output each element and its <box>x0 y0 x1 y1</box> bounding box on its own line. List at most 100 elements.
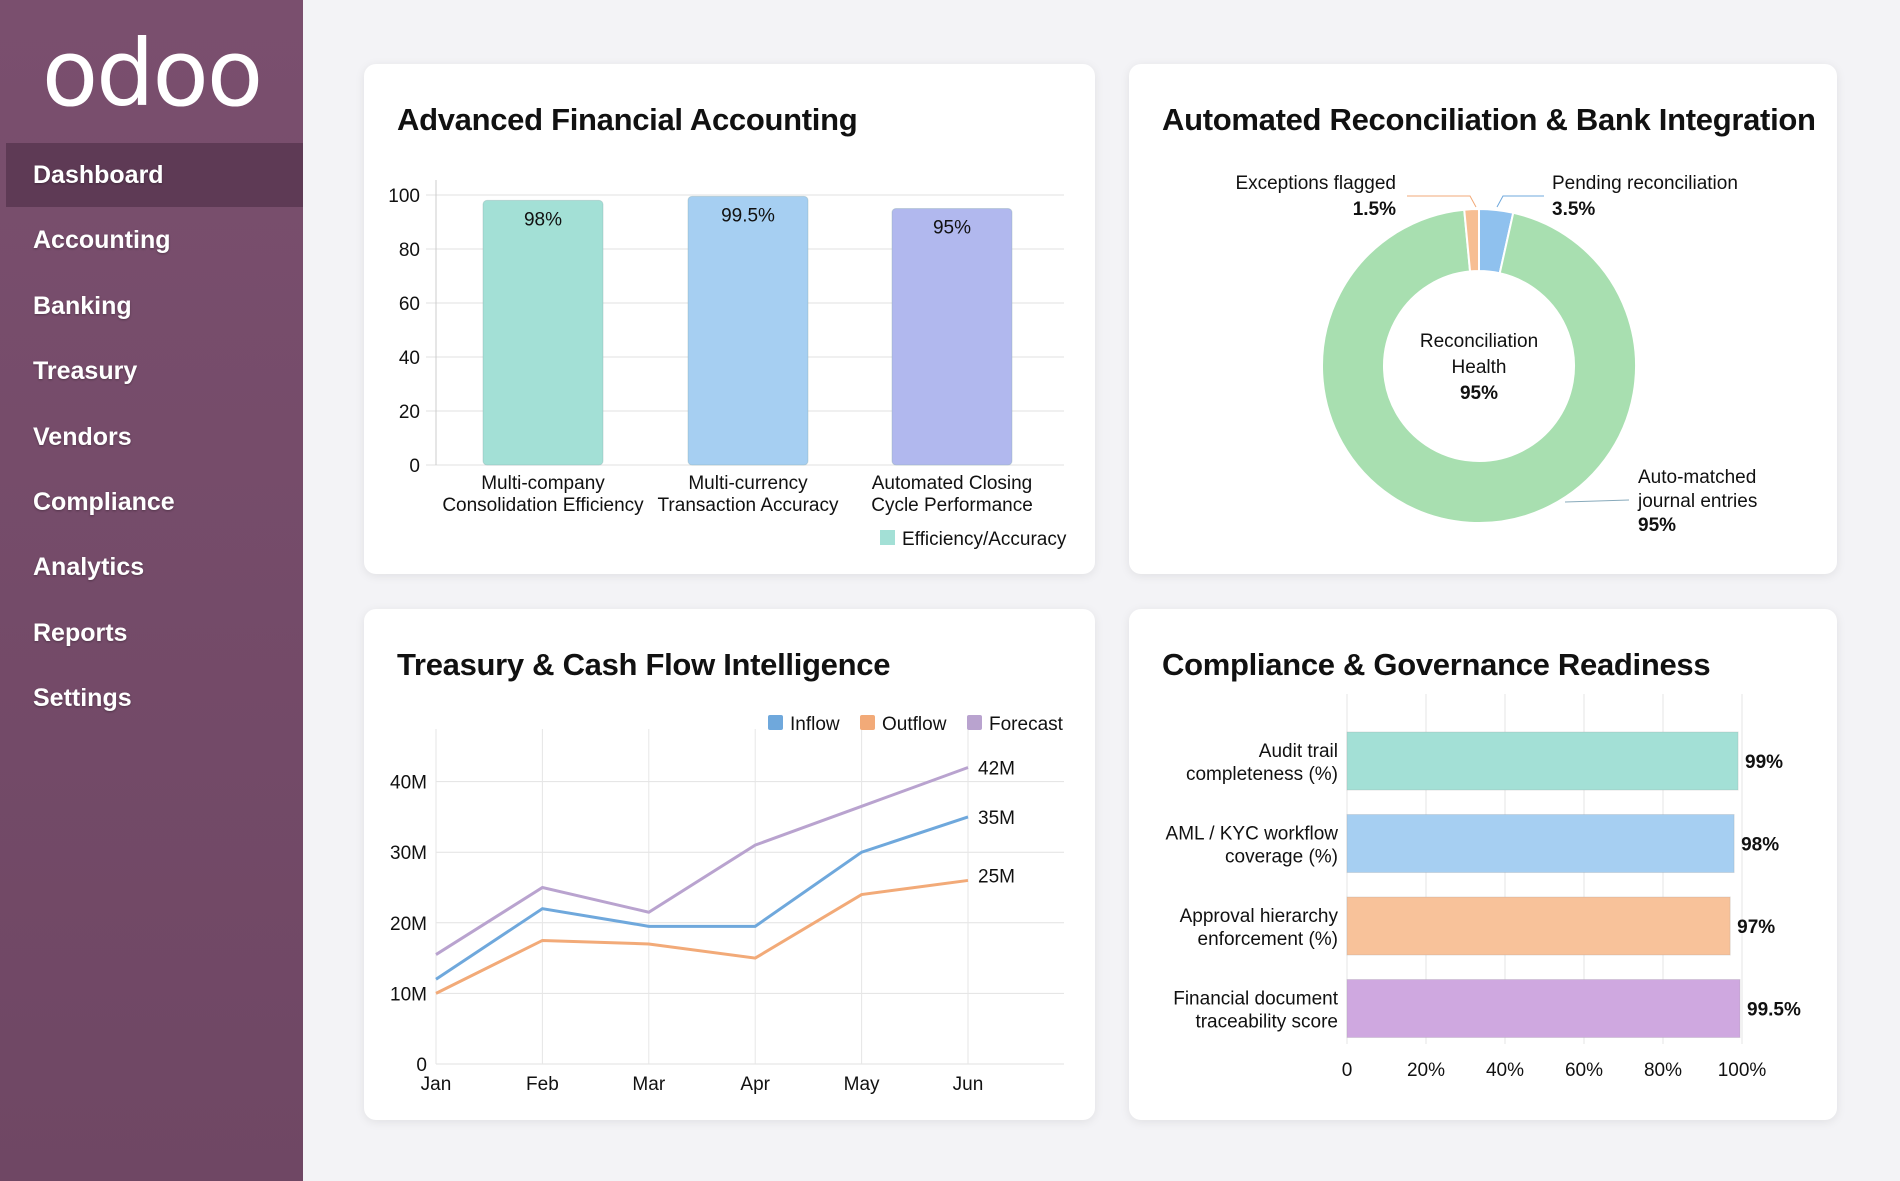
y-tick-label: completeness (%) <box>1186 764 1338 785</box>
legend-label: Outflow <box>882 714 947 735</box>
slice-value: 95% <box>1638 515 1676 536</box>
sidebar-item-analytics[interactable]: Analytics <box>33 553 145 582</box>
legend-swatch <box>880 530 895 545</box>
slice-label: Exceptions flagged <box>1235 173 1396 194</box>
sidebar-item-settings[interactable]: Settings <box>33 684 132 713</box>
leader-line <box>1496 195 1544 208</box>
data-label: 99.5% <box>721 205 775 226</box>
series-line-forecast <box>435 766 969 956</box>
x-tick-label: 100% <box>1718 1060 1767 1081</box>
sidebar-item-dashboard[interactable]: Dashboard <box>6 143 303 207</box>
legend-swatch <box>967 715 982 730</box>
data-label: 98% <box>524 209 562 230</box>
sidebar: odoo Dashboard Accounting Banking Treasury V… <box>0 0 303 1181</box>
y-tick-label: 40M <box>390 773 427 794</box>
slice-label: journal entries <box>1637 491 1757 512</box>
data-label: 99.5% <box>1747 1000 1801 1021</box>
slice-label: Auto-matched <box>1638 467 1756 488</box>
y-tick-label: 10M <box>390 984 427 1005</box>
series-line-inflow <box>435 815 969 981</box>
y-tick-label: 20 <box>399 402 420 423</box>
bar <box>1346 814 1735 873</box>
card-title: Automated Reconciliation & Bank Integrat… <box>1162 102 1816 137</box>
y-tick-label: 40 <box>399 348 420 369</box>
bar <box>891 208 1013 466</box>
y-tick-label: enforcement (%) <box>1198 929 1338 950</box>
y-tick-label: Financial document <box>1173 989 1338 1010</box>
x-tick-label: Automated Closing <box>872 473 1033 494</box>
legend-swatch <box>768 715 783 730</box>
donut-slice <box>1321 208 1637 524</box>
line-chart: 0 10M 20M 30M 40M Jan Feb Mar Apr May Jun 35M Inflow… <box>390 714 1064 1095</box>
x-tick-label: 0 <box>1342 1060 1353 1081</box>
leader-line <box>1407 195 1477 208</box>
x-tick-label: 80% <box>1644 1060 1682 1081</box>
x-tick-label: 20% <box>1407 1060 1445 1081</box>
legend-label: Inflow <box>790 714 840 735</box>
x-tick-label: Feb <box>526 1074 559 1095</box>
odoo-logo: odoo <box>41 20 263 127</box>
card-title: Advanced Financial Accounting <box>397 102 858 137</box>
donut-chart: Reconciliation Health 95% Exceptions flagge… <box>1235 173 1757 536</box>
sidebar-item-reports[interactable]: Reports <box>33 618 128 647</box>
card-treasury: Treasury & Cash Flow Intelligence 0 10M 20… <box>364 609 1095 1120</box>
x-tick-label: Consolidation Efficiency <box>442 495 644 516</box>
end-label: 25M <box>978 866 1015 887</box>
horizontal-bar-chart: 0 20% 40% 60% 80% 100% 99% Audit trailcompleten… <box>1166 694 1801 1081</box>
data-label: 97% <box>1737 917 1775 938</box>
card-financial-accounting: Advanced Financial Accounting 0 20 40 60 80 1… <box>364 64 1095 574</box>
slice-value: 3.5% <box>1552 199 1595 220</box>
donut-slice <box>1463 207 1480 273</box>
center-text: Reconciliation <box>1420 331 1538 352</box>
x-tick-label: Mar <box>632 1074 665 1095</box>
y-tick-label: 100 <box>388 186 420 207</box>
y-tick-label: 0 <box>409 456 420 477</box>
sidebar-item-accounting[interactable]: Accounting <box>33 226 171 255</box>
slice-value: 1.5% <box>1353 199 1396 220</box>
series-line-outflow <box>435 878 969 995</box>
card-title: Compliance & Governance Readiness <box>1162 647 1711 682</box>
y-tick-label: 60 <box>399 294 420 315</box>
sidebar-item-compliance[interactable]: Compliance <box>33 488 175 516</box>
sidebar-item-vendors[interactable]: Vendors <box>33 422 132 451</box>
bar <box>687 195 809 466</box>
bar <box>482 199 604 466</box>
x-tick-label: Apr <box>740 1074 770 1095</box>
end-label: 35M <box>978 808 1015 829</box>
y-tick-label: AML / KYC workflow <box>1166 824 1339 845</box>
center-text: Health <box>1452 357 1507 378</box>
x-tick-label: 60% <box>1565 1060 1603 1081</box>
y-tick-label: traceability score <box>1195 1012 1338 1033</box>
x-tick-label: May <box>844 1074 880 1095</box>
x-tick-label: Multi-company <box>481 473 605 494</box>
y-tick-label: 20M <box>390 914 427 935</box>
legend-label: Forecast <box>989 714 1064 735</box>
x-tick-label: Cycle Performance <box>871 495 1033 516</box>
card-title: Treasury & Cash Flow Intelligence <box>397 647 891 682</box>
center-text: 95% <box>1460 383 1498 404</box>
sidebar-item-banking[interactable]: Banking <box>33 291 132 320</box>
y-tick-label: 30M <box>390 843 427 864</box>
data-label: 98% <box>1741 835 1779 856</box>
y-tick-label: 0 <box>416 1055 427 1076</box>
x-tick-label: Jun <box>953 1074 984 1095</box>
end-label: 42M <box>978 758 1015 779</box>
legend-label: Efficiency/Accuracy <box>902 529 1067 550</box>
slice-label: Pending reconciliation <box>1552 173 1738 194</box>
data-label: 99% <box>1745 752 1783 773</box>
bar <box>1346 731 1739 791</box>
y-tick-label: 80 <box>399 240 420 261</box>
bar <box>1346 979 1741 1038</box>
x-tick-label: Multi-currency <box>688 473 808 494</box>
bar <box>1346 896 1731 956</box>
card-reconciliation: Automated Reconciliation & Bank Integrat… <box>1129 64 1837 574</box>
data-label: 95% <box>933 218 971 239</box>
y-tick-label: Approval hierarchy <box>1180 906 1339 927</box>
legend-swatch <box>860 715 875 730</box>
card-compliance: Compliance & Governance Readiness 0 20% 40… <box>1129 609 1837 1120</box>
sidebar-item-treasury[interactable]: Treasury <box>33 357 138 386</box>
bar-chart: 0 20 40 60 80 100 98% Multi-companyConsolidatio… <box>388 180 1067 550</box>
x-tick-label: Jan <box>421 1074 452 1095</box>
x-tick-label: Transaction Accuracy <box>658 495 839 516</box>
leader-line <box>1564 499 1630 503</box>
